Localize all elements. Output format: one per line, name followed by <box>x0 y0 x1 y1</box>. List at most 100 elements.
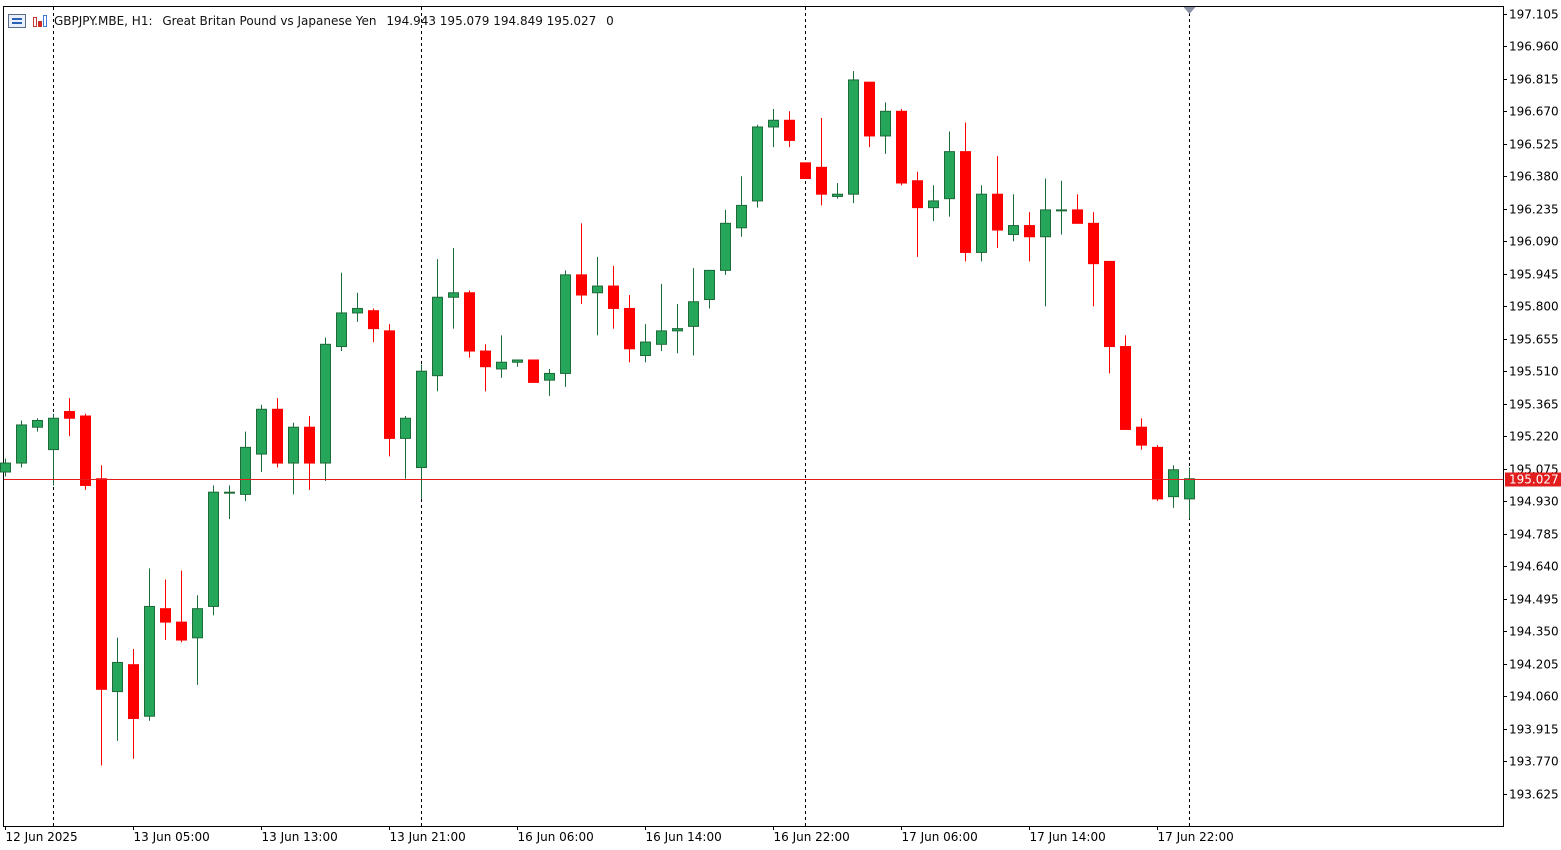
y-tick-label: 196.235 <box>1509 203 1559 217</box>
y-tick-label: 195.655 <box>1509 333 1559 347</box>
candle-body[interactable] <box>608 285 619 309</box>
y-tick-label: 197.105 <box>1509 8 1559 22</box>
candle-body[interactable] <box>400 417 411 439</box>
y-tick-label: 194.350 <box>1509 625 1559 639</box>
candle-body[interactable] <box>16 424 27 464</box>
candle-body[interactable] <box>1120 346 1131 430</box>
candle-body[interactable] <box>1136 426 1147 446</box>
candle-body[interactable] <box>1024 225 1035 238</box>
candle-body[interactable] <box>224 491 235 494</box>
ohlc-values: 194.943 195.079 194.849 195.027 <box>386 14 597 28</box>
candle-body[interactable] <box>256 408 267 455</box>
candle-body[interactable] <box>320 343 331 464</box>
candle-body[interactable] <box>672 328 683 332</box>
chart-list-icon[interactable] <box>8 14 26 28</box>
x-tick-label: 16 Jun 14:00 <box>646 830 722 844</box>
candle-body[interactable] <box>368 310 379 330</box>
candle-body[interactable] <box>112 661 123 693</box>
x-tick-label: 16 Jun 06:00 <box>518 830 594 844</box>
candle-body[interactable] <box>512 359 523 363</box>
candle-body[interactable] <box>832 193 843 197</box>
candle-body[interactable] <box>208 491 219 607</box>
candle-body[interactable] <box>432 296 443 377</box>
candle-body[interactable] <box>800 162 811 180</box>
candle-body[interactable] <box>288 426 299 464</box>
candle-body[interactable] <box>752 126 763 202</box>
candle-body[interactable] <box>816 166 827 195</box>
candle-body[interactable] <box>576 274 587 296</box>
candle-body[interactable] <box>272 408 283 464</box>
chart-header: GBPJPY.MBE, H1: Great Britan Pound vs Ja… <box>8 12 614 30</box>
y-tick-label: 193.625 <box>1509 788 1559 802</box>
candle-body[interactable] <box>336 312 347 348</box>
candle-body[interactable] <box>1088 222 1099 265</box>
candle-body[interactable] <box>48 417 59 451</box>
candle-body[interactable] <box>0 462 11 473</box>
candle-body[interactable] <box>768 119 779 128</box>
candle-body[interactable] <box>560 274 571 374</box>
candle-body[interactable] <box>1008 225 1019 236</box>
candle-body[interactable] <box>448 292 459 298</box>
candle-body[interactable] <box>544 372 555 381</box>
candle-body[interactable] <box>960 151 971 253</box>
current-price-label: 195.027 <box>1509 473 1559 487</box>
candle-body[interactable] <box>32 419 43 428</box>
candlestick-icon[interactable] <box>32 14 48 28</box>
candle-body[interactable] <box>352 307 363 314</box>
y-tick-label: 194.640 <box>1509 560 1559 574</box>
candle-body[interactable] <box>704 269 715 300</box>
y-tick-label: 193.915 <box>1509 723 1559 737</box>
x-tick-label: 17 Jun 14:00 <box>1030 830 1106 844</box>
candle-body[interactable] <box>1168 469 1179 498</box>
candle-body[interactable] <box>144 605 155 717</box>
candle-body[interactable] <box>1184 478 1195 500</box>
candle-body[interactable] <box>496 361 507 370</box>
candle-body[interactable] <box>1040 209 1051 238</box>
candle-body[interactable] <box>992 193 1003 231</box>
candle-body[interactable] <box>640 341 651 357</box>
candle-body[interactable] <box>688 301 699 327</box>
candle-body[interactable] <box>912 180 923 209</box>
candle-body[interactable] <box>1056 209 1067 212</box>
candle-body[interactable] <box>1072 209 1083 224</box>
candle-body[interactable] <box>624 307 635 350</box>
candle-body[interactable] <box>176 621 187 641</box>
candle-body[interactable] <box>80 415 91 486</box>
y-tick-label: 194.495 <box>1509 593 1559 607</box>
candle-body[interactable] <box>928 200 939 209</box>
candle-body[interactable] <box>720 222 731 271</box>
candle-body[interactable] <box>128 664 139 719</box>
candle-body[interactable] <box>944 151 955 200</box>
candle-body[interactable] <box>160 608 171 623</box>
candle-body[interactable] <box>864 81 875 137</box>
candle-body[interactable] <box>64 411 75 419</box>
candle-body[interactable] <box>384 330 395 439</box>
current-price-badge <box>1505 472 1561 487</box>
candle-body[interactable] <box>240 446 251 495</box>
candle-body[interactable] <box>528 359 539 383</box>
y-tick-label: 195.220 <box>1509 430 1559 444</box>
y-tick-label: 195.800 <box>1509 300 1559 314</box>
candle-body[interactable] <box>1152 446 1163 500</box>
y-tick-label: 196.380 <box>1509 170 1559 184</box>
candle-body[interactable] <box>96 478 107 690</box>
candle-body[interactable] <box>784 119 795 141</box>
candle-body[interactable] <box>1104 260 1115 348</box>
candle-body[interactable] <box>736 204 747 229</box>
candle-body[interactable] <box>976 193 987 253</box>
candle-body[interactable] <box>304 426 315 464</box>
candle-body[interactable] <box>416 370 427 469</box>
x-tick-label: 16 Jun 22:00 <box>774 830 850 844</box>
candle-body[interactable] <box>656 330 667 345</box>
candle-body[interactable] <box>480 350 491 368</box>
candle-body[interactable] <box>848 79 859 195</box>
y-tick-label: 196.670 <box>1509 105 1559 119</box>
candle-body[interactable] <box>192 608 203 639</box>
candle-body[interactable] <box>880 110 891 137</box>
candle-body[interactable] <box>896 110 907 184</box>
candle-body[interactable] <box>592 285 603 294</box>
chart-shift-marker[interactable] <box>1183 7 1196 14</box>
candle-body[interactable] <box>464 292 475 352</box>
header-text: GBPJPY.MBE, H1: Great Britan Pound vs Ja… <box>54 14 614 28</box>
